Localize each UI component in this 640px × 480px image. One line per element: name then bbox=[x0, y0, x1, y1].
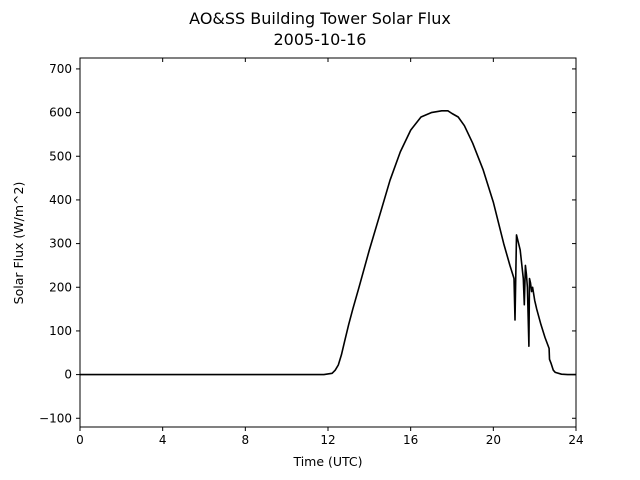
x-tick-label: 4 bbox=[159, 433, 167, 447]
y-tick-label: 600 bbox=[49, 106, 72, 120]
plot-frame bbox=[79, 57, 577, 428]
x-tick-label: 16 bbox=[403, 433, 418, 447]
x-tick-label: 12 bbox=[320, 433, 335, 447]
chart-subtitle: 2005-10-16 bbox=[274, 30, 367, 49]
chart-title: AO&SS Building Tower Solar Flux bbox=[189, 9, 451, 28]
y-tick-label: 700 bbox=[49, 62, 72, 76]
y-tick-label: −100 bbox=[39, 411, 72, 425]
y-axis-label: Solar Flux (W/m^2) bbox=[11, 182, 26, 305]
y-axis-ticks: −100 0 100 200 300 400 500 600 700 bbox=[39, 62, 576, 425]
x-tick-label: 0 bbox=[76, 433, 84, 447]
x-tick-label: 24 bbox=[568, 433, 583, 447]
y-tick-label: 200 bbox=[49, 280, 72, 294]
x-tick-label: 8 bbox=[242, 433, 250, 447]
y-tick-label: 100 bbox=[49, 324, 72, 338]
series-line bbox=[80, 110, 576, 376]
x-axis-ticks: 0 4 8 12 16 20 24 bbox=[76, 58, 584, 447]
x-tick-label: 20 bbox=[486, 433, 501, 447]
y-tick-label: 500 bbox=[49, 149, 72, 163]
x-axis-label: Time (UTC) bbox=[292, 454, 362, 469]
y-tick-label: 0 bbox=[64, 368, 72, 382]
y-tick-label: 400 bbox=[49, 193, 72, 207]
y-tick-label: 300 bbox=[49, 237, 72, 251]
